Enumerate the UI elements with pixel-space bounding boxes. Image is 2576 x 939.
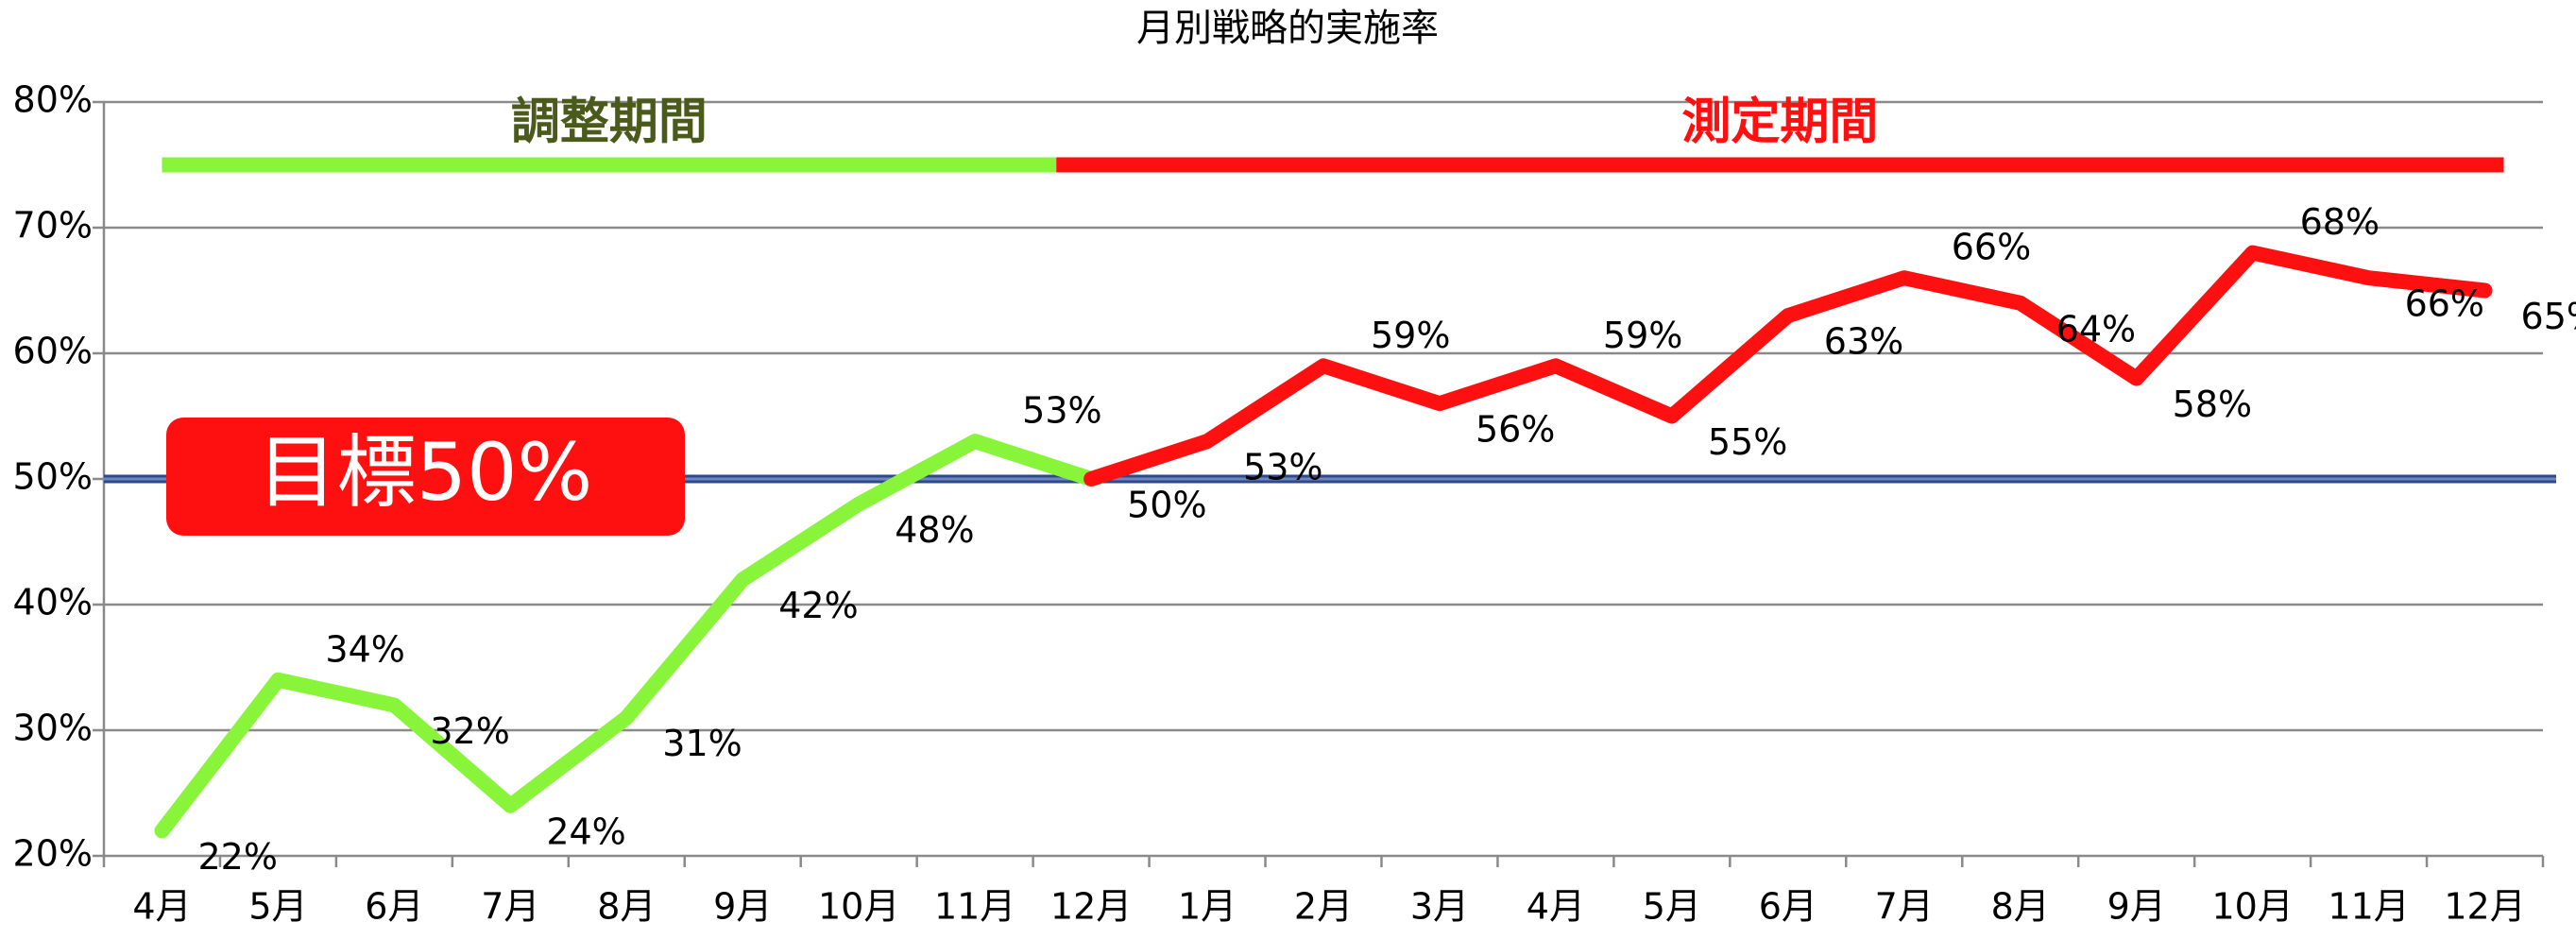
- x-tick-label: 3月: [1410, 886, 1469, 928]
- x-tick-label: 2月: [1294, 886, 1353, 928]
- data-label: 59%: [1371, 315, 1450, 356]
- target-label: 目標50%: [258, 426, 593, 519]
- data-label: 31%: [662, 723, 742, 764]
- data-label: 56%: [1476, 409, 1555, 451]
- data-label: 32%: [430, 710, 509, 752]
- data-label: 68%: [2300, 201, 2380, 243]
- data-label: 66%: [2405, 283, 2484, 325]
- y-tick-label: 40%: [13, 582, 93, 623]
- data-label: 63%: [1824, 321, 1903, 363]
- x-tick-label: 11月: [2328, 886, 2409, 928]
- series-line: [1083, 245, 2493, 487]
- data-label: 53%: [1022, 390, 1101, 432]
- x-tick-label: 4月: [132, 886, 191, 928]
- data-label: 55%: [1708, 421, 1787, 463]
- data-label: 64%: [2056, 308, 2136, 350]
- x-tick-label: 5月: [1643, 886, 1701, 928]
- y-tick-label: 30%: [13, 708, 93, 749]
- data-label: 65%: [2521, 296, 2576, 337]
- x-tick-label: 11月: [934, 886, 1015, 928]
- data-label: 24%: [546, 811, 625, 852]
- x-tick-label: 12月: [2444, 886, 2525, 928]
- legend-label: 測定期間: [1681, 94, 1878, 151]
- data-label: 22%: [197, 836, 277, 878]
- y-tick-label: 20%: [13, 833, 93, 875]
- x-tick-label: 7月: [481, 886, 539, 928]
- y-tick-label: 50%: [13, 456, 93, 498]
- y-tick-label: 80%: [13, 79, 93, 121]
- x-tick-label: 10月: [2211, 886, 2293, 928]
- data-label: 48%: [895, 509, 974, 551]
- legend-label: 調整期間: [511, 94, 708, 151]
- y-tick-label: 70%: [13, 205, 93, 247]
- data-label: 50%: [1127, 485, 1206, 526]
- x-tick-label: 8月: [1991, 886, 2050, 928]
- data-label: 58%: [2173, 384, 2252, 425]
- x-tick-label: 4月: [1527, 886, 1585, 928]
- x-tick-label: 12月: [1050, 886, 1132, 928]
- data-label: 59%: [1603, 315, 1682, 356]
- chart-title: 月別戦略的実施率: [1136, 7, 1439, 50]
- x-tick-label: 10月: [818, 886, 899, 928]
- x-tick-label: 5月: [248, 886, 307, 928]
- data-label: 66%: [1952, 227, 2031, 268]
- x-tick-label: 8月: [597, 886, 656, 928]
- target-box: [166, 418, 685, 536]
- x-tick-label: 6月: [1759, 886, 1817, 928]
- data-label: 53%: [1243, 447, 1322, 488]
- x-tick-label: 9月: [713, 886, 772, 928]
- series-line: [154, 434, 1100, 839]
- x-tick-label: 1月: [1178, 886, 1237, 928]
- x-tick-label: 6月: [365, 886, 423, 928]
- data-label: 34%: [325, 628, 404, 670]
- x-tick-label: 9月: [2107, 886, 2166, 928]
- x-tick-label: 7月: [1875, 886, 1934, 928]
- y-tick-label: 60%: [13, 331, 93, 372]
- data-label: 42%: [778, 585, 858, 626]
